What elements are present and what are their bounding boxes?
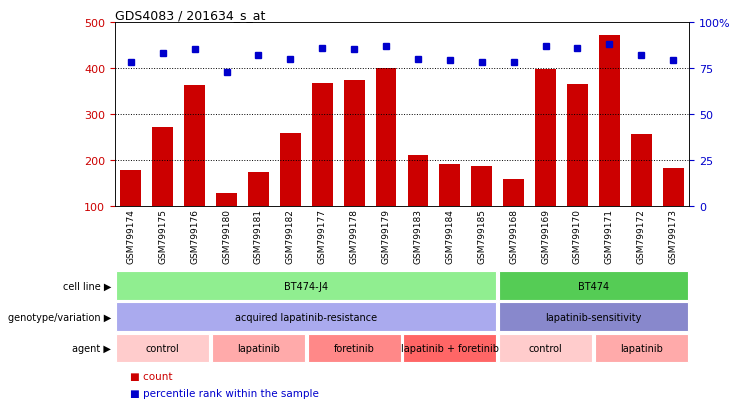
Text: GDS4083 / 201634_s_at: GDS4083 / 201634_s_at bbox=[115, 9, 265, 21]
Text: GSM799181: GSM799181 bbox=[254, 209, 263, 263]
Bar bbox=[631, 135, 651, 206]
Text: lapatinib-sensitivity: lapatinib-sensitivity bbox=[545, 312, 642, 322]
Text: GSM799174: GSM799174 bbox=[126, 209, 136, 263]
Text: GSM799170: GSM799170 bbox=[573, 209, 582, 263]
Bar bbox=[153, 128, 173, 206]
FancyBboxPatch shape bbox=[403, 334, 496, 362]
Bar bbox=[248, 173, 269, 206]
Bar bbox=[662, 169, 683, 206]
Text: control: control bbox=[528, 343, 562, 353]
Bar bbox=[535, 69, 556, 206]
Bar bbox=[185, 86, 205, 206]
Bar bbox=[503, 180, 524, 206]
FancyBboxPatch shape bbox=[499, 334, 592, 362]
Text: lapatinib: lapatinib bbox=[237, 343, 280, 353]
FancyBboxPatch shape bbox=[116, 272, 496, 300]
Text: GSM799177: GSM799177 bbox=[318, 209, 327, 263]
Bar bbox=[216, 194, 237, 206]
Text: GSM799175: GSM799175 bbox=[159, 209, 167, 263]
Bar bbox=[567, 85, 588, 206]
FancyBboxPatch shape bbox=[116, 303, 496, 331]
Text: ■ percentile rank within the sample: ■ percentile rank within the sample bbox=[130, 388, 319, 398]
Bar bbox=[312, 83, 333, 206]
Text: cell line ▶: cell line ▶ bbox=[63, 281, 111, 291]
Text: GSM799184: GSM799184 bbox=[445, 209, 454, 263]
FancyBboxPatch shape bbox=[595, 334, 688, 362]
Text: genotype/variation ▶: genotype/variation ▶ bbox=[8, 312, 111, 322]
Text: ■ count: ■ count bbox=[130, 371, 172, 382]
FancyBboxPatch shape bbox=[499, 303, 688, 331]
Text: foretinib: foretinib bbox=[333, 343, 374, 353]
Bar bbox=[376, 69, 396, 206]
Bar bbox=[280, 134, 301, 206]
Text: GSM799180: GSM799180 bbox=[222, 209, 231, 263]
Text: GSM799176: GSM799176 bbox=[190, 209, 199, 263]
Text: GSM799171: GSM799171 bbox=[605, 209, 614, 263]
Text: BT474: BT474 bbox=[578, 281, 609, 291]
FancyBboxPatch shape bbox=[499, 272, 688, 300]
Text: lapatinib + foretinib: lapatinib + foretinib bbox=[401, 343, 499, 353]
Bar bbox=[439, 164, 460, 206]
FancyBboxPatch shape bbox=[212, 334, 305, 362]
FancyBboxPatch shape bbox=[308, 334, 401, 362]
Text: GSM799172: GSM799172 bbox=[637, 209, 645, 263]
Text: BT474-J4: BT474-J4 bbox=[285, 281, 328, 291]
Bar bbox=[121, 171, 142, 206]
Text: GSM799178: GSM799178 bbox=[350, 209, 359, 263]
Text: control: control bbox=[146, 343, 179, 353]
Text: GSM799185: GSM799185 bbox=[477, 209, 486, 263]
Text: GSM799169: GSM799169 bbox=[541, 209, 550, 263]
Text: agent ▶: agent ▶ bbox=[73, 343, 111, 353]
Bar bbox=[344, 81, 365, 206]
Bar bbox=[408, 156, 428, 206]
FancyBboxPatch shape bbox=[116, 334, 209, 362]
Text: GSM799168: GSM799168 bbox=[509, 209, 518, 263]
Text: GSM799183: GSM799183 bbox=[413, 209, 422, 263]
Text: GSM799179: GSM799179 bbox=[382, 209, 391, 263]
Text: GSM799182: GSM799182 bbox=[286, 209, 295, 263]
Text: acquired lapatinib-resistance: acquired lapatinib-resistance bbox=[235, 312, 377, 322]
Bar bbox=[471, 167, 492, 206]
Text: lapatinib: lapatinib bbox=[619, 343, 662, 353]
Text: GSM799173: GSM799173 bbox=[668, 209, 678, 263]
Bar bbox=[599, 36, 619, 207]
